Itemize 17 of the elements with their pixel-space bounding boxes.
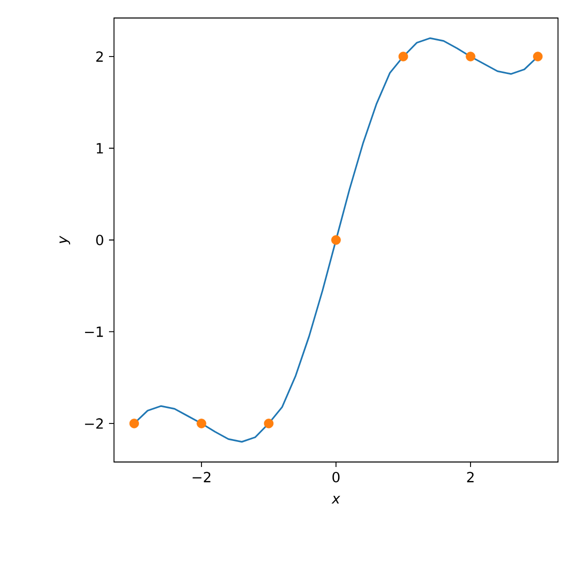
point: [264, 418, 274, 428]
y-tick-label: 1: [96, 143, 103, 154]
y-axis-title: y: [60, 236, 70, 244]
point: [129, 418, 139, 428]
point: [331, 235, 341, 245]
x-tick-label: 2: [467, 472, 474, 482]
point: [533, 52, 543, 62]
y-tick-label: 2: [96, 51, 103, 62]
y-tick-label: 0: [96, 234, 104, 246]
y-tick-label: −1: [85, 326, 103, 337]
point: [196, 418, 206, 428]
x-axis-title: x: [332, 496, 340, 504]
y-tick-label: −2: [85, 418, 103, 429]
x-tick-label: −2: [192, 472, 210, 482]
x-tick-label: 0: [332, 472, 340, 482]
point: [398, 52, 408, 62]
point: [466, 52, 476, 62]
